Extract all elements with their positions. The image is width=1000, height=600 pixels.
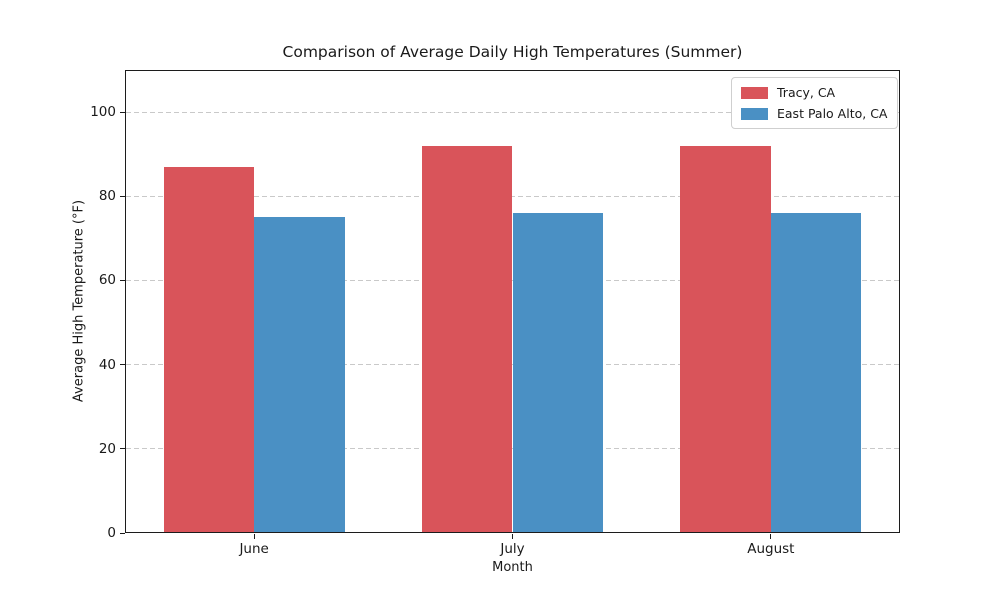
chart-title: Comparison of Average Daily High Tempera… bbox=[282, 43, 743, 61]
grid-line-100 bbox=[126, 111, 899, 113]
y-tick-0 bbox=[120, 532, 125, 534]
legend-label-east-palo-alto-ca: East Palo Alto, CA bbox=[777, 106, 888, 121]
y-tick-label-100: 100 bbox=[90, 104, 116, 121]
y-tick-label-0: 0 bbox=[107, 525, 116, 541]
y-tick-label-20: 20 bbox=[98, 440, 116, 457]
y-tick-80 bbox=[120, 195, 125, 197]
x-tick-august bbox=[770, 534, 772, 539]
axes-border bbox=[125, 70, 900, 533]
bar-east-palo-alto-ca-august bbox=[770, 213, 862, 532]
x-axis-label: Month bbox=[492, 560, 533, 575]
bar-tracy-ca-july bbox=[422, 145, 513, 532]
y-tick-20 bbox=[120, 448, 125, 450]
y-tick-100 bbox=[120, 111, 125, 113]
y-tick-label-80: 80 bbox=[98, 188, 116, 205]
bar-east-palo-alto-ca-june bbox=[254, 217, 345, 532]
legend-item-tracy-ca: Tracy, CA bbox=[741, 85, 887, 100]
x-tick-july bbox=[512, 534, 513, 539]
bar-tracy-ca-june bbox=[163, 166, 255, 532]
x-tick-label-july: July bbox=[500, 541, 525, 557]
bar-east-palo-alto-ca-july bbox=[512, 213, 603, 532]
y-tick-60 bbox=[120, 279, 125, 281]
bar-tracy-ca-august bbox=[680, 145, 771, 532]
y-tick-label-60: 60 bbox=[98, 272, 116, 289]
legend-swatch-east-palo-alto-ca bbox=[741, 107, 768, 120]
x-tick-label-june: June bbox=[239, 541, 269, 557]
grid-line-80 bbox=[126, 195, 899, 197]
y-tick-label-40: 40 bbox=[98, 356, 116, 373]
legend-item-east-palo-alto-ca: East Palo Alto, CA bbox=[741, 106, 887, 121]
legend: Tracy, CA East Palo Alto, CA bbox=[731, 77, 899, 129]
y-tick-40 bbox=[120, 364, 125, 366]
legend-label-tracy-ca: Tracy, CA bbox=[777, 85, 836, 100]
x-tick-june bbox=[253, 534, 255, 539]
x-tick-label-august: August bbox=[747, 541, 795, 557]
legend-swatch-tracy-ca bbox=[741, 86, 768, 99]
